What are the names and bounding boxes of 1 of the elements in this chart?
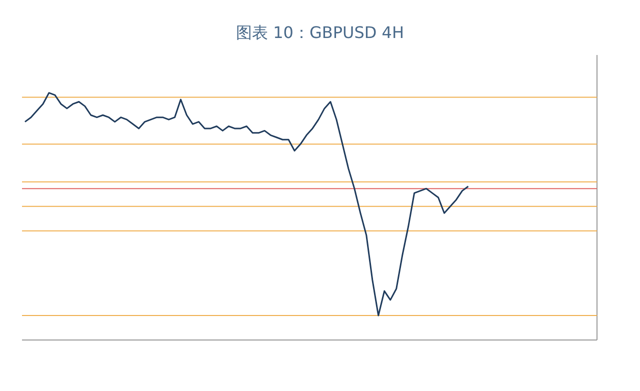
- title: 图表 10：GBPUSD 4H: [236, 23, 404, 42]
